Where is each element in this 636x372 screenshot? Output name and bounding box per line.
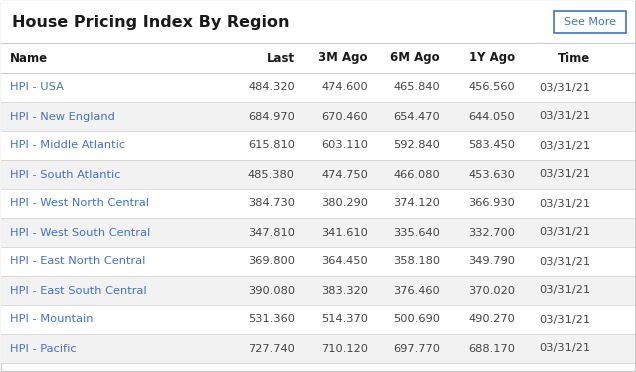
Text: 697.770: 697.770 (393, 343, 440, 353)
Text: 474.600: 474.600 (321, 83, 368, 93)
Text: 358.180: 358.180 (393, 257, 440, 266)
Text: 03/31/21: 03/31/21 (539, 285, 590, 295)
Text: HPI - Middle Atlantic: HPI - Middle Atlantic (10, 141, 125, 151)
Text: 453.630: 453.630 (468, 170, 515, 180)
Text: 3M Ago: 3M Ago (319, 51, 368, 64)
Text: Last: Last (267, 51, 295, 64)
Text: 370.020: 370.020 (468, 285, 515, 295)
Text: HPI - New England: HPI - New England (10, 112, 115, 122)
Text: Time: Time (558, 51, 590, 64)
Text: 03/31/21: 03/31/21 (539, 83, 590, 93)
Text: 366.930: 366.930 (468, 199, 515, 208)
Text: 710.120: 710.120 (321, 343, 368, 353)
Text: HPI - Pacific: HPI - Pacific (10, 343, 76, 353)
Bar (1, 73, 635, 102)
Text: 347.810: 347.810 (248, 228, 295, 237)
Text: 615.810: 615.810 (248, 141, 295, 151)
Text: 03/31/21: 03/31/21 (539, 199, 590, 208)
Bar (1, 276, 635, 305)
Text: 514.370: 514.370 (321, 314, 368, 324)
Text: 6M Ago: 6M Ago (391, 51, 440, 64)
Text: 369.800: 369.800 (248, 257, 295, 266)
Text: 390.080: 390.080 (248, 285, 295, 295)
Text: 688.170: 688.170 (468, 343, 515, 353)
Bar (1, 1, 635, 43)
Text: 531.360: 531.360 (248, 314, 295, 324)
Text: 583.450: 583.450 (468, 141, 515, 151)
Text: HPI - East North Central: HPI - East North Central (10, 257, 146, 266)
Text: HPI - West South Central: HPI - West South Central (10, 228, 150, 237)
Text: 03/31/21: 03/31/21 (539, 343, 590, 353)
Text: 335.640: 335.640 (393, 228, 440, 237)
Text: HPI - Mountain: HPI - Mountain (10, 314, 93, 324)
Text: 727.740: 727.740 (248, 343, 295, 353)
Bar (1, 189, 635, 218)
Text: 364.450: 364.450 (321, 257, 368, 266)
Text: 490.270: 490.270 (468, 314, 515, 324)
Text: 384.730: 384.730 (248, 199, 295, 208)
Text: 684.970: 684.970 (248, 112, 295, 122)
Text: HPI - West North Central: HPI - West North Central (10, 199, 149, 208)
Text: 341.610: 341.610 (321, 228, 368, 237)
Text: 03/31/21: 03/31/21 (539, 314, 590, 324)
Text: Name: Name (10, 51, 48, 64)
Text: 03/31/21: 03/31/21 (539, 170, 590, 180)
Text: 484.320: 484.320 (248, 83, 295, 93)
Text: See More: See More (564, 17, 616, 27)
Text: 03/31/21: 03/31/21 (539, 257, 590, 266)
Text: 03/31/21: 03/31/21 (539, 141, 590, 151)
Text: 603.110: 603.110 (321, 141, 368, 151)
Text: 374.120: 374.120 (393, 199, 440, 208)
Text: 349.790: 349.790 (468, 257, 515, 266)
Bar (1, 247, 635, 276)
Text: 474.750: 474.750 (321, 170, 368, 180)
Text: 485.380: 485.380 (248, 170, 295, 180)
Text: 383.320: 383.320 (321, 285, 368, 295)
Text: 644.050: 644.050 (468, 112, 515, 122)
Text: 332.700: 332.700 (468, 228, 515, 237)
Bar (1, 43, 635, 73)
Bar (1, 160, 635, 189)
Text: 500.690: 500.690 (393, 314, 440, 324)
Text: 1Y Ago: 1Y Ago (469, 51, 515, 64)
Bar (1, 218, 635, 247)
Text: 03/31/21: 03/31/21 (539, 228, 590, 237)
Bar (1, 102, 635, 131)
Text: House Pricing Index By Region: House Pricing Index By Region (12, 15, 289, 29)
Text: HPI - USA: HPI - USA (10, 83, 64, 93)
Text: 466.080: 466.080 (393, 170, 440, 180)
Text: 456.560: 456.560 (468, 83, 515, 93)
Text: 376.460: 376.460 (393, 285, 440, 295)
Text: 654.470: 654.470 (393, 112, 440, 122)
Text: 380.290: 380.290 (321, 199, 368, 208)
Text: 670.460: 670.460 (321, 112, 368, 122)
Text: 592.840: 592.840 (393, 141, 440, 151)
Bar (1, 334, 635, 363)
Text: 03/31/21: 03/31/21 (539, 112, 590, 122)
Text: 465.840: 465.840 (393, 83, 440, 93)
Bar (1, 305, 635, 334)
Bar (1, 131, 635, 160)
FancyBboxPatch shape (554, 11, 626, 33)
Text: HPI - South Atlantic: HPI - South Atlantic (10, 170, 120, 180)
Text: HPI - East South Central: HPI - East South Central (10, 285, 147, 295)
